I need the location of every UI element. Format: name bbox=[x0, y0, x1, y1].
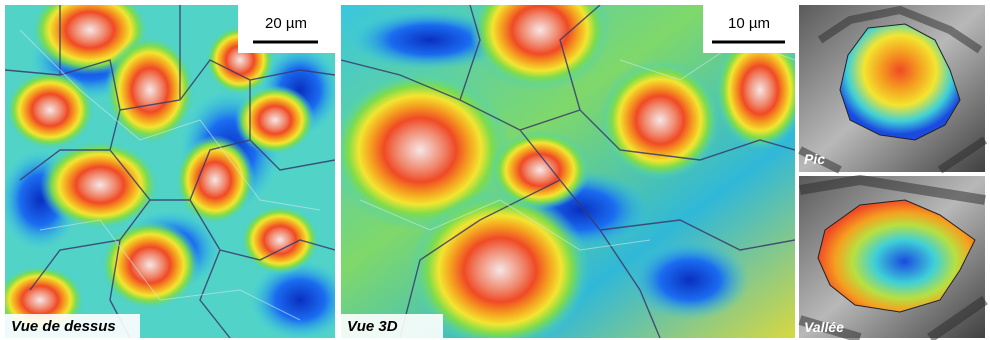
panel-label: Vue 3D bbox=[347, 318, 398, 335]
3d-view bbox=[341, 5, 795, 338]
top-view bbox=[5, 5, 335, 338]
scale-bar-label: 10 µm bbox=[728, 15, 770, 32]
scale-bar-label: 20 µm bbox=[265, 15, 307, 32]
peak-view bbox=[798, 5, 988, 174]
panel-label: Vue de dessus bbox=[11, 318, 116, 335]
valley-view bbox=[798, 174, 988, 340]
panel-label: Vallée bbox=[804, 319, 844, 335]
panel-label: Pic bbox=[804, 151, 825, 167]
